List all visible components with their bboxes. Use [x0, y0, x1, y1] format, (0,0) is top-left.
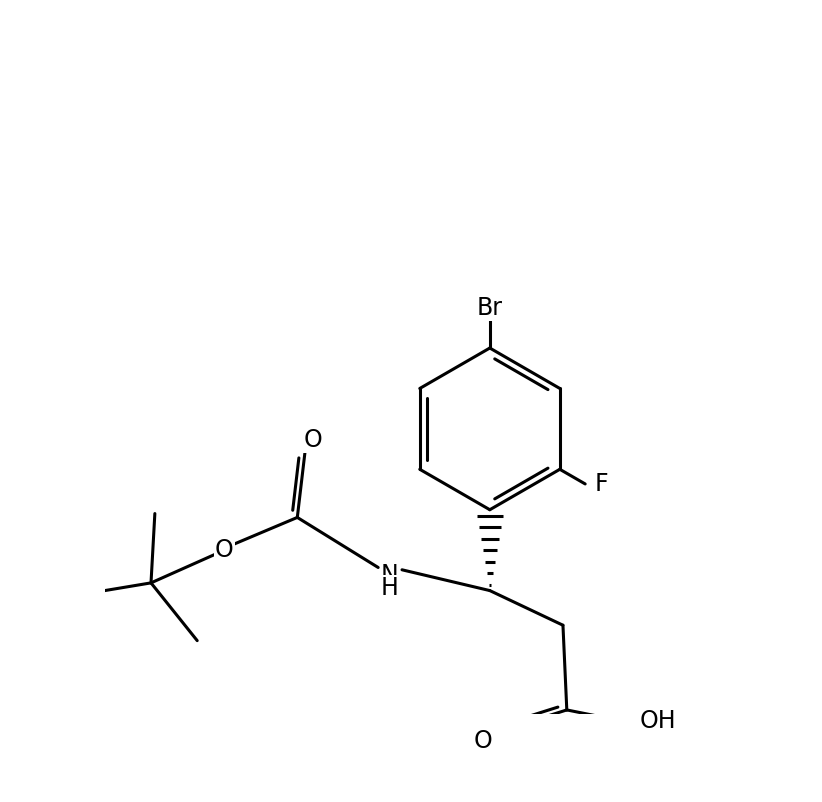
Text: H: H: [381, 577, 399, 600]
Text: Br: Br: [477, 296, 503, 320]
Text: OH: OH: [640, 710, 677, 734]
Text: F: F: [594, 472, 608, 496]
Text: O: O: [303, 427, 322, 452]
Text: O: O: [215, 538, 233, 561]
Text: N: N: [381, 563, 399, 587]
Text: O: O: [473, 729, 492, 753]
